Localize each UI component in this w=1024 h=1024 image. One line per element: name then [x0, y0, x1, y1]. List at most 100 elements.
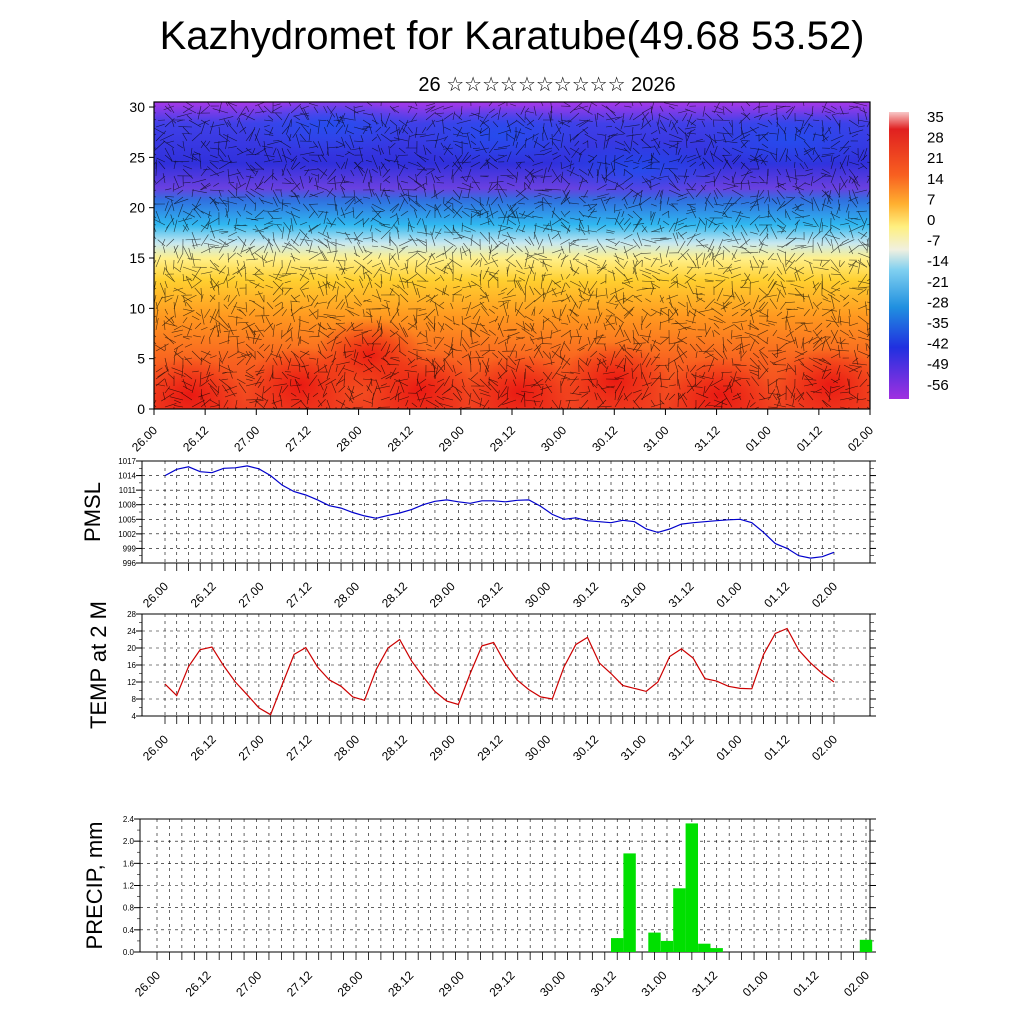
wind-vector — [635, 217, 643, 229]
wind-vector — [182, 140, 185, 152]
wind-vector — [484, 357, 490, 373]
wind-vector — [191, 252, 195, 267]
wind-vector — [568, 309, 580, 317]
wind-vector — [191, 155, 202, 163]
wind-vector — [380, 357, 388, 362]
wind-vector — [530, 336, 544, 341]
wind-vector — [361, 329, 373, 334]
wind-vector — [434, 189, 438, 200]
wind-vector — [708, 217, 715, 228]
wind-vector — [524, 182, 532, 190]
wind-vector — [776, 200, 786, 212]
wind-vector — [632, 252, 639, 263]
wind-vector — [416, 357, 430, 362]
wind-vector — [839, 294, 846, 300]
wind-vector — [198, 392, 211, 398]
wind-vector — [209, 238, 223, 245]
wind-vector — [821, 340, 826, 352]
wind-vector — [590, 210, 598, 213]
wind-vector — [206, 140, 211, 147]
wind-vector — [723, 393, 733, 408]
wind-vector — [335, 361, 350, 366]
wind-vector — [164, 322, 178, 327]
wind-vector — [200, 210, 212, 217]
wind-vector — [560, 304, 567, 317]
wind-vector — [260, 199, 274, 205]
wind-vector — [191, 315, 200, 321]
wind-vector — [299, 329, 315, 333]
wind-vector — [272, 273, 285, 276]
wind-vector — [245, 258, 259, 261]
wind-vector — [442, 396, 454, 401]
wind-vector — [407, 135, 410, 149]
wind-vector — [344, 294, 349, 307]
wind-vector — [571, 147, 580, 159]
wind-vector — [436, 175, 445, 179]
wind-vector — [271, 343, 274, 353]
x-tick-label: 27.12 — [283, 579, 314, 610]
wind-vector — [828, 274, 832, 282]
wind-vector — [236, 147, 244, 153]
wind-vector — [475, 259, 481, 266]
wind-vector — [713, 273, 730, 279]
wind-vector — [461, 284, 477, 289]
wind-vector — [645, 178, 652, 184]
wind-vector — [361, 334, 364, 345]
wind-vector — [281, 327, 294, 338]
wind-vector — [782, 262, 787, 275]
wind-vector — [213, 182, 220, 187]
wind-vector — [821, 259, 831, 268]
x-tick-label: 31.00 — [638, 968, 669, 999]
wind-vector — [640, 351, 643, 359]
wind-vector — [479, 157, 491, 170]
wind-vector — [215, 245, 229, 249]
wind-vector — [218, 285, 220, 296]
wind-vector — [245, 301, 248, 313]
wind-vector — [555, 372, 571, 380]
wind-vector — [785, 237, 797, 247]
wind-vector — [722, 263, 733, 275]
wind-vector — [821, 168, 830, 174]
wind-vector — [425, 371, 435, 373]
wind-vector — [631, 368, 634, 380]
heatmap-field — [154, 102, 870, 409]
wind-vector — [154, 224, 157, 226]
wind-vector — [344, 198, 355, 212]
wind-vector — [164, 147, 173, 161]
wind-vector — [326, 140, 329, 157]
wind-vector — [340, 115, 346, 128]
wind-vector — [367, 274, 373, 289]
wind-vector — [734, 291, 742, 303]
wind-vector — [245, 364, 256, 372]
wind-vector — [488, 108, 495, 114]
wind-vector — [317, 273, 327, 279]
wind-vector — [344, 124, 349, 135]
wind-vector — [587, 287, 592, 297]
wind-vector — [818, 359, 832, 366]
wind-vector — [595, 329, 598, 344]
wind-vector — [510, 103, 517, 107]
wind-vector — [338, 266, 355, 271]
wind-vector — [735, 182, 751, 185]
wind-vector — [366, 102, 373, 107]
wind-vector — [623, 292, 625, 303]
wind-vector — [566, 273, 571, 279]
wind-vector — [265, 316, 274, 331]
wind-vector — [852, 362, 868, 366]
wind-vector — [263, 173, 275, 184]
x-tick-label: 30.00 — [538, 423, 569, 454]
wind-vector — [756, 200, 760, 212]
wind-vector — [704, 326, 712, 338]
wind-vector — [464, 230, 472, 233]
wind-vector — [252, 329, 256, 344]
wind-vector — [164, 204, 172, 219]
wind-vector — [686, 378, 695, 392]
wind-vector — [479, 126, 490, 134]
wind-vector — [344, 140, 352, 151]
wind-vector — [389, 266, 398, 271]
x-tick-label: 26.00 — [140, 732, 171, 763]
wind-vector — [794, 203, 802, 212]
wind-vector — [800, 363, 814, 373]
wind-vector — [560, 374, 567, 387]
wind-vector — [708, 318, 724, 324]
